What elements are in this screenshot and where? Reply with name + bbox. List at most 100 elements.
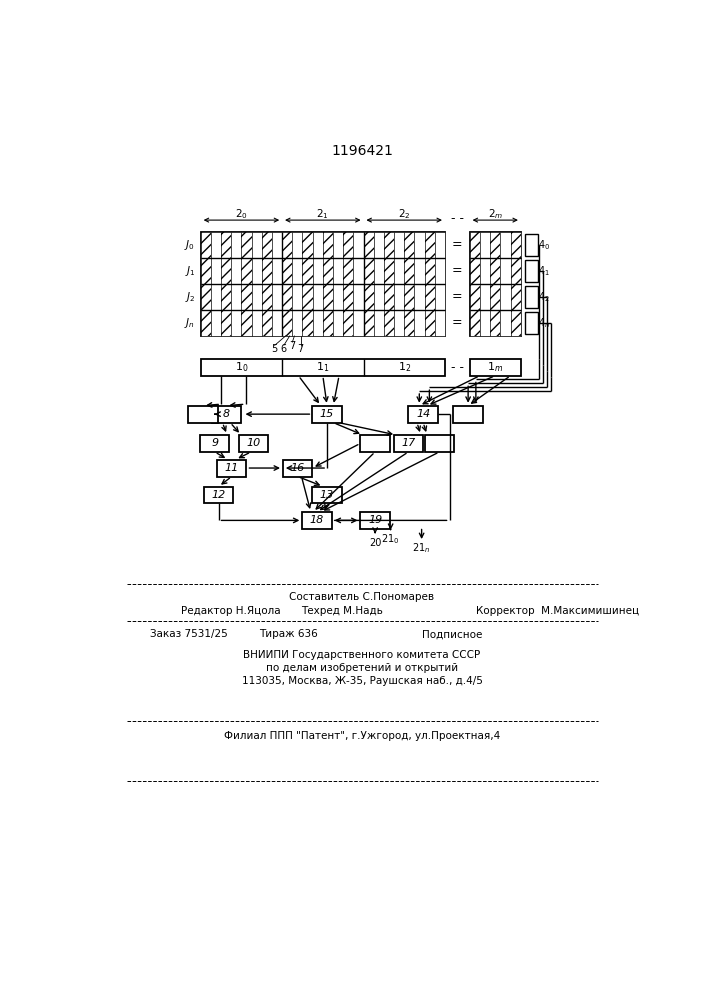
Bar [241,258,252,284]
Bar [312,284,323,310]
Text: Редактор Н.Яцола: Редактор Н.Яцола [182,606,281,616]
Text: Составитель С.Пономарев: Составитель С.Пономарев [289,592,435,602]
Bar [469,359,521,376]
Bar [262,258,272,284]
Bar [282,310,292,336]
Text: Заказ 7531/25: Заказ 7531/25 [151,629,228,639]
Text: Тираж 636: Тираж 636 [259,629,317,639]
Text: 20: 20 [369,538,381,548]
Bar [374,310,384,336]
Text: $2_1$: $2_1$ [317,207,329,221]
Text: =: = [452,316,462,329]
Bar [480,258,490,284]
Bar [525,286,538,308]
Text: ВНИИПИ Государственного комитета СССР: ВНИИПИ Государственного комитета СССР [243,650,481,660]
Text: $4_{0}$: $4_{0}$ [538,238,550,252]
Bar [363,284,374,310]
Bar [363,258,374,284]
Bar [282,284,292,310]
Bar [292,310,303,336]
Text: $1_m$: $1_m$ [487,360,503,374]
Bar [262,310,272,336]
Bar [363,232,374,258]
Text: 9: 9 [211,438,218,448]
Bar [363,258,374,284]
Bar [323,232,333,258]
Bar [241,310,252,336]
Bar [384,232,394,258]
Bar [435,232,445,258]
Bar [201,258,211,284]
Bar [424,258,435,284]
Bar [510,310,521,336]
Bar [282,258,292,284]
Bar [361,435,390,452]
Bar [414,232,424,258]
Bar [211,406,241,423]
Bar [424,310,435,336]
Bar [343,310,354,336]
Bar [453,406,483,423]
Bar [501,258,510,284]
Bar [404,284,414,310]
Bar [323,284,333,310]
Bar [201,232,445,336]
Bar [303,310,312,336]
Bar [409,406,438,423]
Bar [252,232,262,258]
Text: 18: 18 [310,515,324,525]
Bar [201,359,445,376]
Bar [221,232,231,258]
Text: 113035, Москва, Ж-35, Раушская наб., д.4/5: 113035, Москва, Ж-35, Раушская наб., д.4… [242,676,482,686]
Bar [262,284,272,310]
Text: $4_{2}$: $4_{2}$ [538,290,550,304]
Bar [221,258,231,284]
Bar [201,310,211,336]
Bar [303,232,312,258]
Bar [435,284,445,310]
Bar [414,284,424,310]
Text: 1196421: 1196421 [331,144,393,158]
Text: $4_{1}$: $4_{1}$ [538,264,550,278]
Text: 7: 7 [298,344,304,354]
Text: =: = [452,238,462,251]
Bar [469,258,480,284]
Bar [241,284,252,310]
Bar [363,232,374,258]
Bar [424,284,435,310]
Text: $2_2$: $2_2$ [398,207,411,221]
Bar [510,258,521,284]
Bar [231,310,241,336]
Bar [333,258,343,284]
Bar [343,284,354,310]
Bar [282,284,292,310]
Bar [374,284,384,310]
Bar [384,310,394,336]
Bar [424,310,435,336]
Bar [394,232,404,258]
Bar [343,310,354,336]
Bar [262,232,272,258]
Bar [231,258,241,284]
Text: 17: 17 [402,438,416,448]
Bar [414,310,424,336]
Bar [354,310,363,336]
Bar [501,284,510,310]
Bar [469,310,480,336]
Bar [424,232,435,258]
Text: Техред М.Надь: Техред М.Надь [301,606,383,616]
Bar [221,310,231,336]
Text: - -: - - [451,212,464,225]
Text: $J_{2}$: $J_{2}$ [185,290,195,304]
Bar [404,310,414,336]
Bar [211,310,221,336]
Bar [303,284,312,310]
Bar [201,284,211,310]
Bar [231,232,241,258]
Bar [384,310,394,336]
Text: 19: 19 [368,515,382,525]
Bar [252,284,262,310]
Bar [292,284,303,310]
Bar [394,284,404,310]
Bar [272,310,282,336]
